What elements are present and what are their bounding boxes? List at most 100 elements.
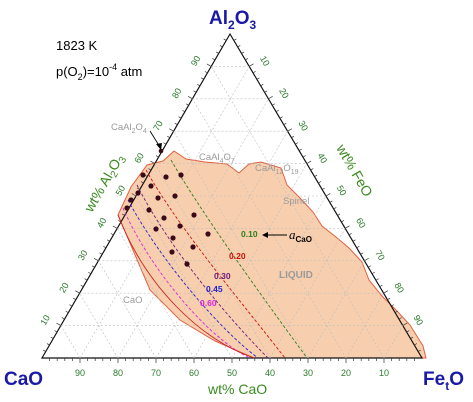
activity-label: aCaO bbox=[289, 227, 312, 244]
phase-label-spinel: Spinel bbox=[283, 196, 309, 207]
iso-label-0.45: 0.45 bbox=[206, 284, 223, 294]
grid-line bbox=[60, 325, 81, 359]
data-point bbox=[169, 249, 175, 255]
iso-line-0.10 bbox=[170, 159, 308, 359]
tick-mark bbox=[314, 174, 318, 177]
data-point bbox=[163, 174, 169, 180]
tick-mark bbox=[345, 225, 350, 229]
tick-mark bbox=[375, 278, 379, 281]
grid-line bbox=[98, 260, 157, 359]
bottom-tick-label: 10 bbox=[379, 368, 389, 378]
left-axis-tick-labels: 10 20 30 40 50 60 70 80 90 bbox=[38, 54, 202, 327]
tick-mark bbox=[256, 77, 260, 80]
iso-label-0.30: 0.30 bbox=[214, 271, 231, 281]
tick-mark bbox=[223, 38, 227, 41]
tick-mark bbox=[219, 45, 223, 48]
tick-mark bbox=[131, 193, 137, 197]
tick-mark bbox=[302, 155, 306, 158]
bottom-tick-label: 80 bbox=[113, 368, 123, 378]
tick-mark bbox=[187, 95, 193, 100]
tick-mark bbox=[371, 271, 375, 275]
tick-mark bbox=[402, 322, 408, 326]
tick-mark bbox=[417, 349, 421, 352]
tick-mark bbox=[206, 63, 212, 67]
data-point bbox=[146, 207, 152, 213]
data-point bbox=[170, 235, 176, 241]
grid-line bbox=[135, 195, 233, 359]
data-point bbox=[191, 212, 197, 218]
grid-line bbox=[79, 66, 250, 359]
iso-line-0.20 bbox=[145, 169, 286, 359]
tick-mark bbox=[325, 193, 331, 197]
tick-mark bbox=[406, 330, 410, 333]
tick-mark bbox=[275, 109, 279, 113]
temperature-label: 1823 K bbox=[56, 38, 98, 53]
bottom-tick-label: 70 bbox=[151, 368, 161, 378]
tick-mark bbox=[341, 220, 345, 223]
vertex-left-label: CaO bbox=[4, 369, 43, 390]
tick-mark bbox=[383, 290, 389, 294]
tick-mark bbox=[93, 257, 99, 262]
data-point bbox=[177, 223, 183, 229]
grid-line bbox=[307, 260, 365, 359]
data-point bbox=[190, 244, 196, 250]
tick-mark bbox=[287, 128, 293, 132]
phase-label-caal12o19: CaAl12O19 bbox=[255, 163, 299, 176]
tick-mark bbox=[56, 322, 61, 326]
tick-mark bbox=[391, 304, 395, 307]
bottom-tick-label: 20 bbox=[341, 368, 351, 378]
saturation-edge bbox=[117, 214, 255, 359]
tick-mark bbox=[178, 116, 182, 119]
tick-mark bbox=[272, 103, 275, 106]
tick-mark bbox=[80, 284, 84, 288]
oxygen-pressure-label: p(O2)=10-4 atm bbox=[56, 62, 142, 82]
tick-mark bbox=[46, 343, 50, 346]
iso-label-0.20: 0.20 bbox=[229, 251, 246, 261]
right-axis-tick-labels: 10 20 30 40 50 60 70 80 90 bbox=[258, 54, 425, 327]
data-point bbox=[140, 172, 146, 178]
phase-label-liquid: LIQUID bbox=[279, 270, 313, 281]
tick-mark bbox=[99, 252, 103, 255]
iso-label-0.10: 0.10 bbox=[241, 229, 258, 239]
tick-mark bbox=[245, 58, 249, 61]
tick-mark bbox=[167, 135, 171, 138]
phase-label-caal4o7: CaAl4O7 bbox=[199, 152, 235, 165]
bottom-axis-tick-labels: 90 80 70 60 50 40 30 20 10 bbox=[75, 368, 389, 378]
tick-mark bbox=[112, 225, 118, 229]
bottom-tick-label: 50 bbox=[227, 368, 237, 378]
tick-mark bbox=[148, 168, 152, 171]
tick-mark bbox=[360, 252, 364, 255]
tick-mark bbox=[91, 265, 95, 268]
tick-mark bbox=[310, 168, 314, 171]
tick-mark bbox=[61, 317, 65, 320]
iso-line-0.60 bbox=[122, 207, 251, 359]
tick-mark bbox=[249, 63, 254, 67]
tick-mark bbox=[318, 181, 322, 184]
tick-mark bbox=[298, 148, 302, 151]
tick-mark bbox=[333, 207, 337, 210]
left-tick-label: 30 bbox=[76, 248, 90, 262]
left-tick-label: 90 bbox=[189, 54, 203, 68]
tick-mark bbox=[163, 142, 167, 145]
left-tick-label: 10 bbox=[38, 313, 52, 327]
tick-marks bbox=[42, 38, 421, 363]
data-point bbox=[148, 183, 154, 189]
tick-mark bbox=[106, 239, 110, 242]
tick-mark bbox=[233, 38, 237, 41]
tick-mark bbox=[291, 135, 295, 138]
tick-mark bbox=[174, 122, 178, 126]
data-point bbox=[155, 195, 161, 201]
left-tick-label: 50 bbox=[114, 184, 128, 198]
tick-mark bbox=[321, 187, 325, 190]
grid-line bbox=[210, 66, 385, 359]
left-tick-label: 80 bbox=[170, 86, 184, 100]
tick-mark bbox=[185, 103, 189, 106]
tick-mark bbox=[121, 213, 125, 216]
bottom-tick-label: 30 bbox=[303, 368, 313, 378]
data-point bbox=[161, 215, 167, 221]
tick-mark bbox=[65, 310, 69, 313]
tick-mark bbox=[264, 90, 268, 93]
tick-mark bbox=[212, 58, 216, 61]
grid-line bbox=[79, 293, 119, 359]
